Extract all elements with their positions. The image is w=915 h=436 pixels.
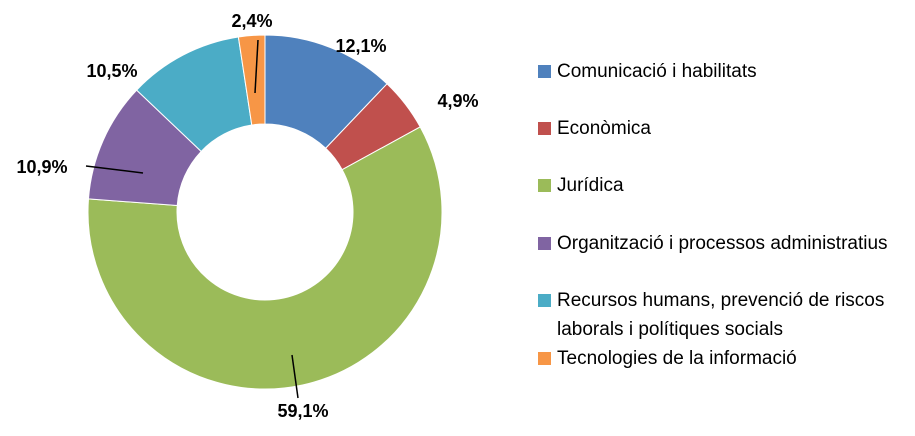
legend-label: Recursos humans, prevenció de riscos lab… <box>557 290 885 340</box>
data-label: 12,1% <box>335 36 386 56</box>
legend-item: Econòmica <box>538 114 908 143</box>
legend-label: Jurídica <box>557 175 624 196</box>
legend-swatch <box>538 65 551 78</box>
legend-swatch <box>538 179 551 192</box>
legend-label: Tecnologies de la informació <box>557 348 797 369</box>
slice <box>237 34 266 126</box>
leader-line <box>291 354 299 399</box>
leader-line <box>254 39 259 94</box>
legend-swatch <box>538 352 551 365</box>
leader-line <box>85 165 144 174</box>
legend-label: Comunicació i habilitats <box>557 61 757 82</box>
legend-item: Organització i processos administratius <box>538 229 908 258</box>
legend-item: Tecnologies de la informació <box>538 344 908 373</box>
legend-item: Recursos humans, prevenció de riscos lab… <box>538 286 908 344</box>
data-label: 10,9% <box>16 157 67 177</box>
legend-swatch <box>538 294 551 307</box>
legend-label: Organització i processos administratius <box>557 233 888 254</box>
slice <box>87 126 443 390</box>
legend-item: Comunicació i habilitats <box>538 57 908 86</box>
data-label: 4,9% <box>437 91 478 111</box>
data-label: 2,4% <box>231 11 272 31</box>
data-label: 10,5% <box>86 61 137 81</box>
legend-swatch <box>538 237 551 250</box>
data-label: 59,1% <box>277 401 328 421</box>
legend-label: Econòmica <box>557 118 651 139</box>
legend-item: Jurídica <box>538 171 908 200</box>
legend-swatch <box>538 122 551 135</box>
